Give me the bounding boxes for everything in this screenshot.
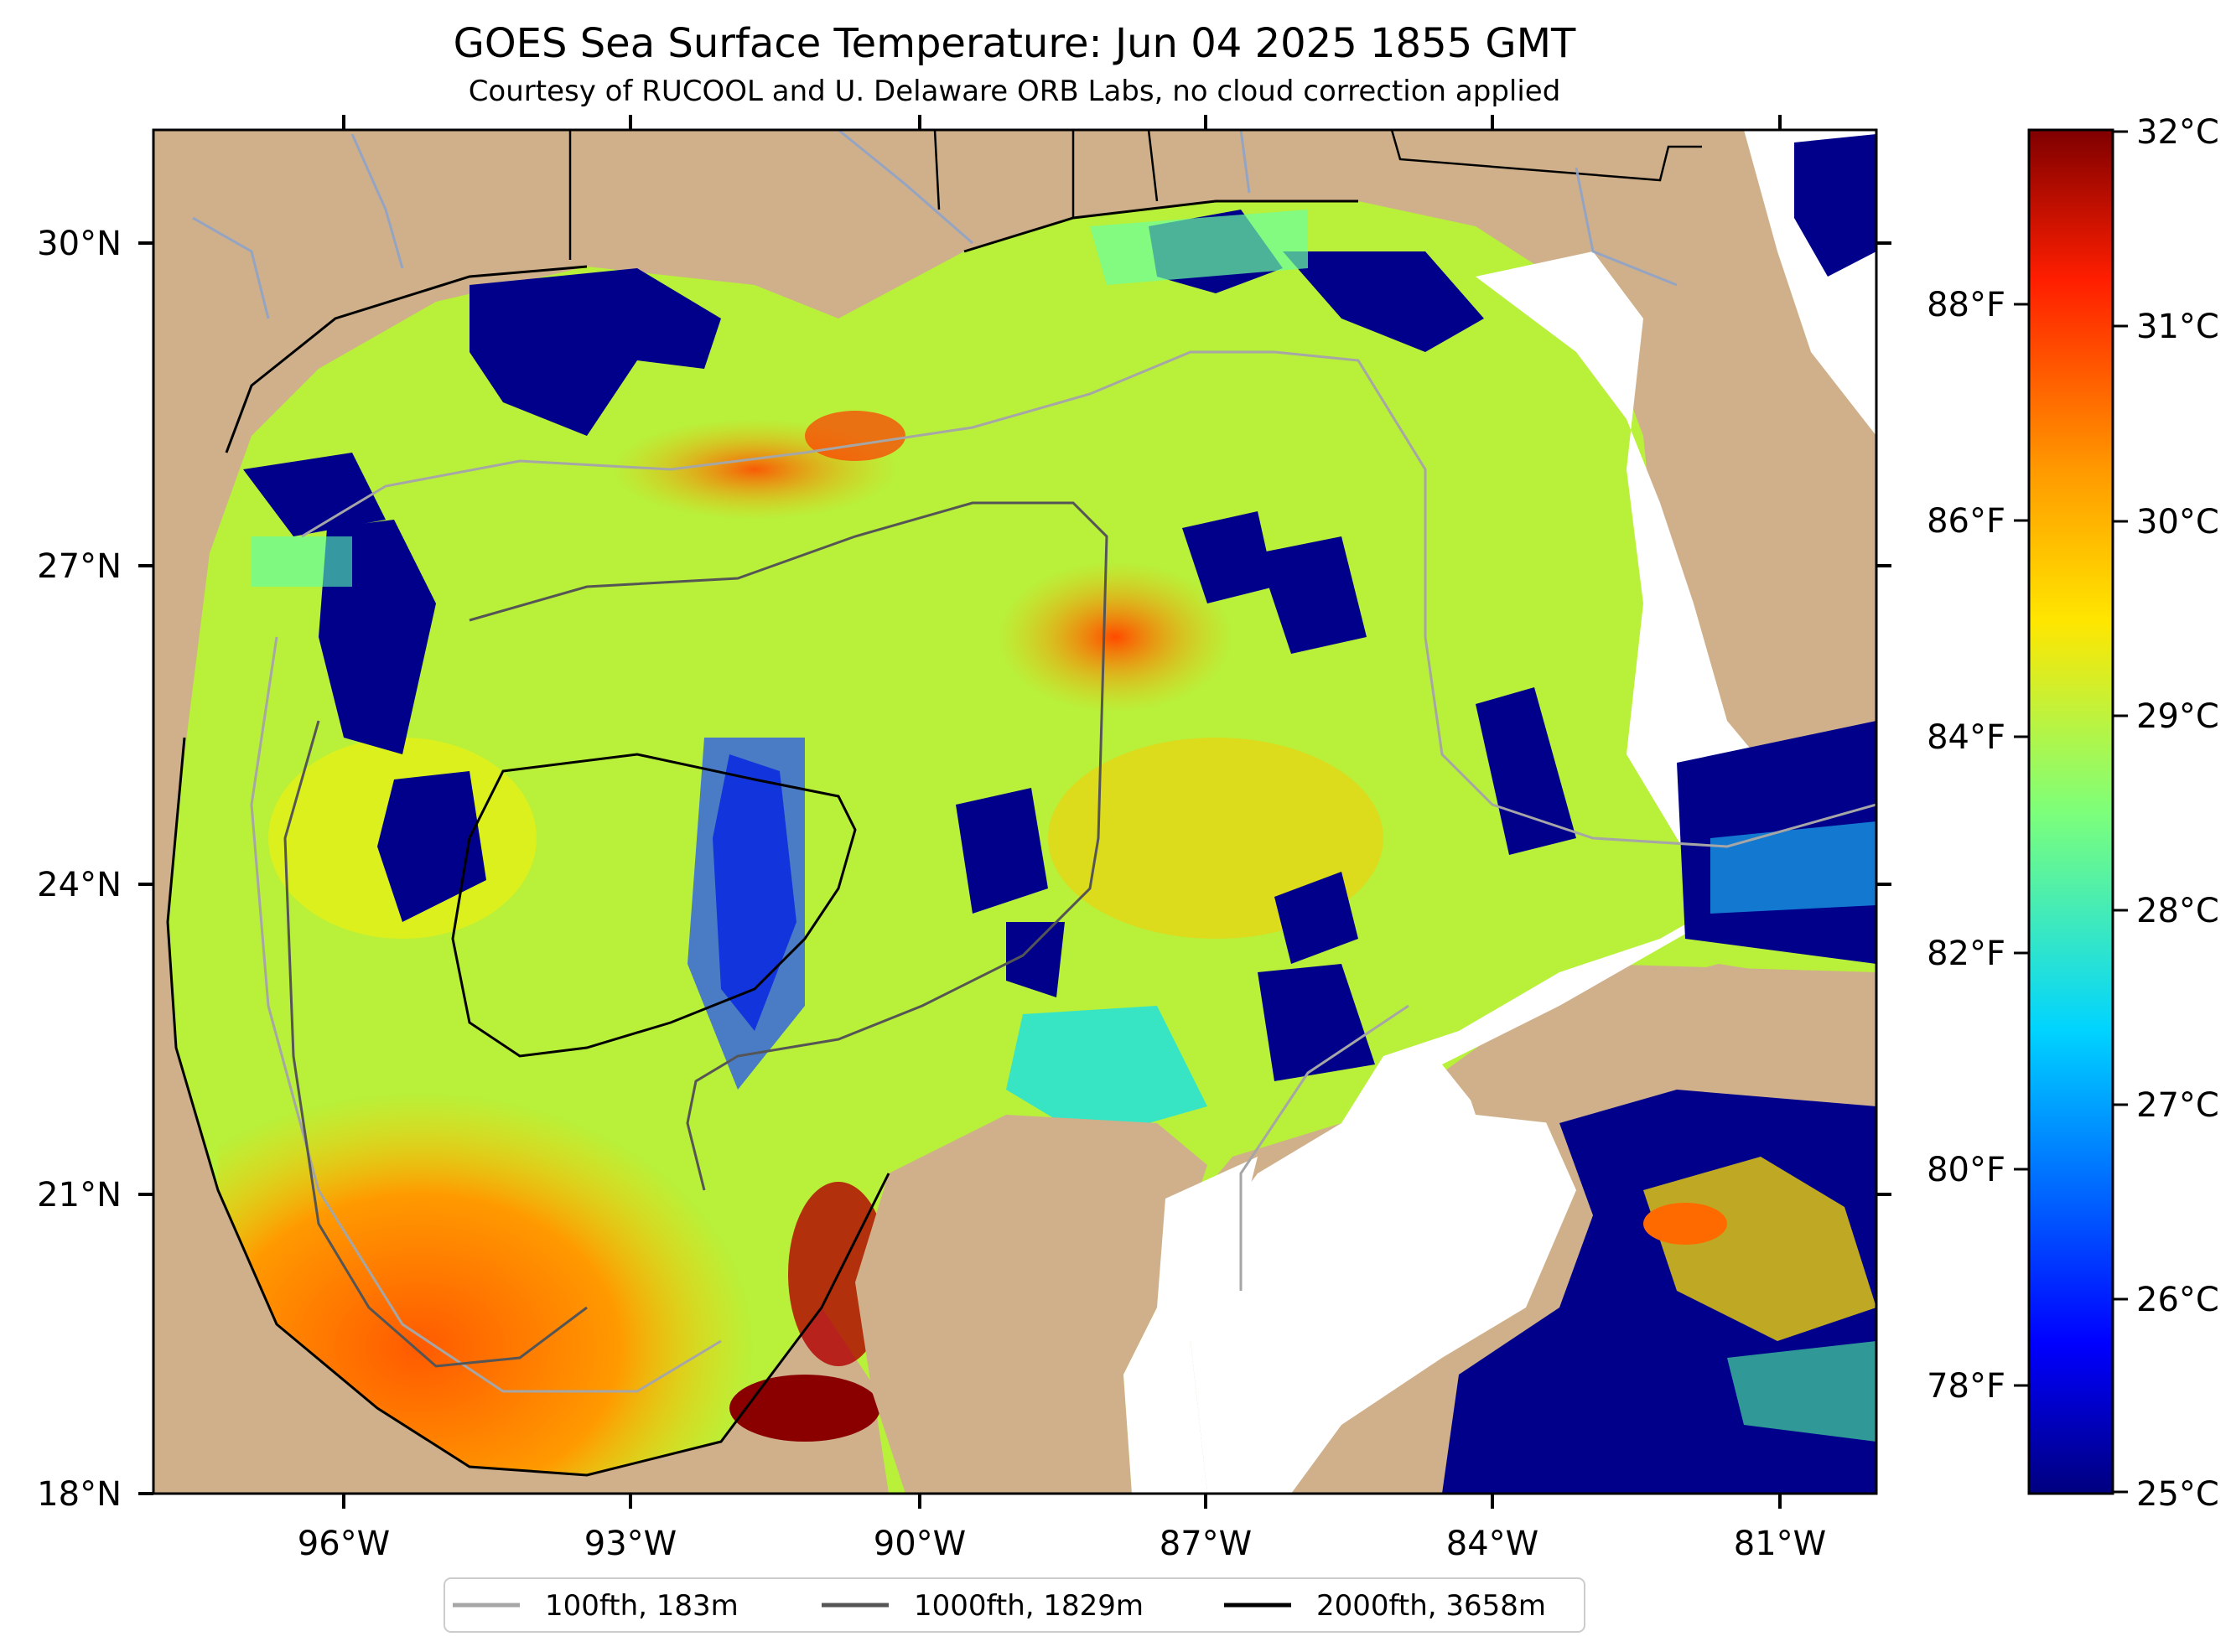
- yucatan-land: [855, 1115, 1207, 1494]
- lat-tick-18n: 18°N: [37, 1475, 122, 1514]
- chart-subtitle: Courtesy of RUCOOL and U. Delaware ORB L…: [469, 75, 1561, 108]
- cbar-c-25: 25°C: [2136, 1475, 2219, 1514]
- colorbar: 32°C 31°C 30°C 29°C 28°C 27°C 26°C 25°C …: [1927, 113, 2219, 1514]
- cbar-f-86: 86°F: [1927, 502, 2005, 541]
- cbar-c-30: 30°C: [2136, 503, 2219, 541]
- lon-tick-84w: 84°W: [1446, 1525, 1538, 1563]
- cbar-f-84: 84°F: [1927, 718, 2005, 757]
- lat-tick-27n: 27°N: [37, 547, 122, 586]
- legend-box: [444, 1577, 1585, 1633]
- rivers: [192, 130, 1678, 319]
- warm-central-east: [998, 562, 1232, 712]
- lon-tick-96w: 96°W: [298, 1525, 390, 1563]
- cbar-c-27: 27°C: [2136, 1086, 2219, 1125]
- lat-tick-24n: 24°N: [37, 866, 122, 904]
- lat-tick-30n: 30°N: [37, 225, 122, 263]
- contour-legend: 100fth, 183m 1000fth, 1829m 2000fth, 365…: [444, 1577, 1585, 1633]
- legend-label-100fth: 100fth, 183m: [545, 1589, 739, 1623]
- hot-spot-south: [729, 1375, 880, 1442]
- coastline: [166, 199, 1358, 1477]
- no-data-east: [1191, 251, 1811, 1494]
- cbar-f-78: 78°F: [1927, 1367, 2005, 1406]
- cbar-c-31: 31°C: [2136, 308, 2219, 346]
- cbar-c-26: 26°C: [2136, 1281, 2219, 1319]
- cbar-c-32: 32°C: [2136, 113, 2219, 152]
- legend-label-2000fth: 2000fth, 3658m: [1316, 1589, 1546, 1623]
- cbar-f-88: 88°F: [1927, 286, 2005, 324]
- state-borders: [568, 130, 1702, 260]
- lon-tick-90w: 90°W: [874, 1525, 966, 1563]
- warm-sw-region: [218, 964, 889, 1475]
- chart-title: GOES Sea Surface Temperature: Jun 04 202…: [454, 20, 1576, 67]
- legend-label-1000fth: 1000fth, 1829m: [914, 1589, 1144, 1623]
- contour-100fth: [250, 350, 1876, 1393]
- cuba-land: [1459, 964, 1876, 1123]
- contour-2000fth: [451, 753, 857, 1058]
- map-frame: [152, 128, 1878, 1495]
- contour-1000fth: [283, 501, 1108, 1368]
- lon-tick-93w: 93°W: [584, 1525, 677, 1563]
- lat-tick-21n: 21°N: [37, 1176, 122, 1214]
- lon-tick-87w: 87°W: [1160, 1525, 1252, 1563]
- cbar-c-29: 29°C: [2136, 697, 2219, 736]
- cbar-c-28: 28°C: [2136, 892, 2219, 930]
- colorbar-gradient: [2027, 128, 2114, 1495]
- lon-axis: 96°W 93°W 90°W 87°W 84°W 81°W: [298, 115, 1826, 1563]
- cold-patch-nw: [470, 268, 721, 436]
- map-panel: [153, 130, 1876, 1494]
- cbar-f-82: 82°F: [1927, 935, 2005, 973]
- lat-axis: 30°N 27°N 24°N 21°N 18°N: [37, 225, 1891, 1514]
- lon-tick-81w: 81°W: [1734, 1525, 1826, 1563]
- cbar-f-80: 80°F: [1927, 1151, 2005, 1189]
